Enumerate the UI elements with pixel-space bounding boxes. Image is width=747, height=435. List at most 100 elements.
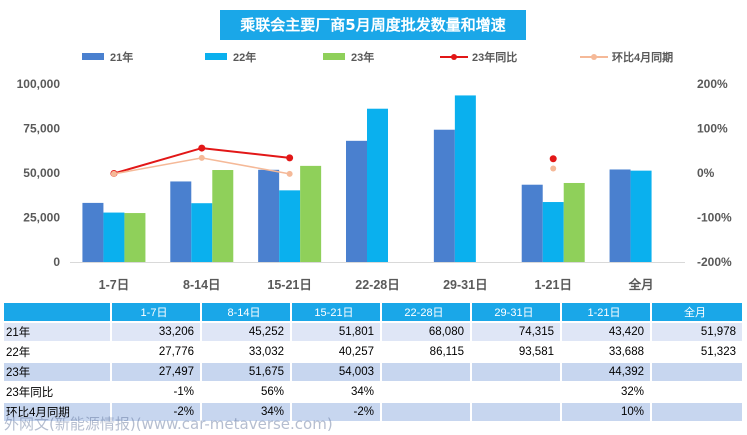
table-cell: -2% xyxy=(111,402,202,423)
legend-label: 23年 xyxy=(351,50,374,64)
table-cell: -1% xyxy=(111,382,202,403)
line-point xyxy=(198,154,205,161)
x-axis-tick-label: 1-7日 xyxy=(99,278,130,292)
table-cell: 74,315 xyxy=(471,322,562,343)
data-table: 1-7日 8-14日 15-21日 22-28日 29-31日 1-21日 全月… xyxy=(4,303,744,423)
chart-area: 0 25,000 50,000 75,000 100,000 -200% -100% 0% 10… xyxy=(17,50,732,292)
legend-label: 22年 xyxy=(233,50,256,64)
bar xyxy=(191,203,213,262)
bar xyxy=(542,202,564,262)
legend-label: 21年 xyxy=(110,50,133,64)
bar xyxy=(212,170,234,262)
bar xyxy=(630,170,652,262)
table-cell: 68,080 xyxy=(381,322,472,343)
table-cell xyxy=(651,402,744,423)
legend-label: 23年同比 xyxy=(472,50,517,64)
bar xyxy=(433,129,455,262)
watermark: 外网文(新能源情报)(www.car-metaverse.com) xyxy=(4,415,333,433)
bar xyxy=(258,169,280,262)
table-row: 21年 33,206 45,252 51,801 68,080 74,315 4… xyxy=(4,322,744,343)
table-cell: 86,115 xyxy=(381,342,472,363)
table-cell xyxy=(471,402,562,423)
bar xyxy=(300,165,322,262)
table-header-cell: 1-7日 xyxy=(111,303,202,323)
chart-title: 乘联会主要厂商5月周度批发数量和增速 xyxy=(220,10,526,40)
table-row: 环比4月同期 -2% 34% -2% 10% xyxy=(4,402,744,423)
bar xyxy=(346,140,367,262)
line-point xyxy=(549,155,557,163)
table-cell xyxy=(381,382,472,403)
row-label: 环比4月同期 xyxy=(4,402,112,423)
line-point xyxy=(286,154,294,162)
legend-swatch xyxy=(82,53,104,60)
right-axis-tick-label: -200% xyxy=(697,255,732,269)
table-cell: 54,003 xyxy=(291,362,382,383)
x-axis-tick-label: 29-31日 xyxy=(443,278,487,292)
table-header-cell: 全月 xyxy=(651,303,744,323)
line-point xyxy=(550,165,557,172)
table-header-cell: 1-21日 xyxy=(561,303,652,323)
x-axis-tick-label: 1-21日 xyxy=(534,278,572,292)
table-cell: 43,420 xyxy=(561,322,652,343)
table-cell xyxy=(651,382,744,403)
bar xyxy=(279,190,301,262)
table-cell: 33,206 xyxy=(111,322,202,343)
table-cell: 34% xyxy=(291,382,382,403)
table-cell: 10% xyxy=(561,402,652,423)
table-cell xyxy=(471,362,562,383)
table-cell: -2% xyxy=(291,402,382,423)
legend-swatch xyxy=(323,53,345,60)
table-cell xyxy=(471,382,562,403)
table-cell: 51,978 xyxy=(651,322,744,343)
table-cell: 51,675 xyxy=(201,362,292,383)
table-row: 23年 27,497 51,675 54,003 44,392 xyxy=(4,362,744,383)
bar xyxy=(521,184,543,262)
legend-swatch xyxy=(205,53,227,60)
bar xyxy=(170,181,192,262)
right-axis-tick-label: 200% xyxy=(697,77,728,91)
table-cell: 40,257 xyxy=(291,342,382,363)
table-header-cell: 15-21日 xyxy=(291,303,382,323)
table-cell: 33,688 xyxy=(561,342,652,363)
left-axis-tick-label: 100,000 xyxy=(17,77,61,91)
table-cell: 45,252 xyxy=(201,322,292,343)
left-axis-tick-label: 50,000 xyxy=(23,166,60,180)
bar xyxy=(124,213,146,262)
x-axis-tick-label: 15-21日 xyxy=(267,278,311,292)
row-label: 23年同比 xyxy=(4,382,112,403)
table-cell: 27,497 xyxy=(111,362,202,383)
table-cell: 34% xyxy=(201,402,292,423)
left-axis-tick-label: 25,000 xyxy=(23,211,60,225)
right-axis-tick-label: 100% xyxy=(697,122,728,136)
left-axis-tick-label: 0 xyxy=(53,255,60,269)
table-cell xyxy=(651,362,744,383)
legend-marker xyxy=(451,54,457,60)
table-cell: 93,581 xyxy=(471,342,562,363)
table-cell xyxy=(381,362,472,383)
legend-label: 环比4月同期 xyxy=(612,50,673,64)
table-cell: 33,032 xyxy=(201,342,292,363)
bar xyxy=(82,202,104,262)
table-row: 22年 27,776 33,032 40,257 86,115 93,581 3… xyxy=(4,342,744,363)
table-cell xyxy=(381,402,472,423)
line-point xyxy=(286,170,293,177)
table-cell: 32% xyxy=(561,382,652,403)
table-cell: 51,323 xyxy=(651,342,744,363)
left-axis-tick-label: 75,000 xyxy=(23,122,60,136)
table-header-cell: 29-31日 xyxy=(471,303,562,323)
table-header-cell xyxy=(4,303,112,323)
bar xyxy=(563,182,585,262)
x-axis-tick-label: 22-28日 xyxy=(355,278,399,292)
line-point xyxy=(110,170,117,177)
bar xyxy=(609,169,631,262)
table-cell: 27,776 xyxy=(111,342,202,363)
x-axis-tick-label: 8-14日 xyxy=(183,278,221,292)
row-label: 21年 xyxy=(4,322,112,343)
bar xyxy=(454,95,476,263)
legend-marker xyxy=(591,54,597,60)
table-header-row: 1-7日 8-14日 15-21日 22-28日 29-31日 1-21日 全月 xyxy=(4,303,744,323)
table-cell: 51,801 xyxy=(291,322,382,343)
table-header-cell: 8-14日 xyxy=(201,303,292,323)
table-header-cell: 22-28日 xyxy=(381,303,472,323)
right-axis-tick-label: 0% xyxy=(697,166,715,180)
